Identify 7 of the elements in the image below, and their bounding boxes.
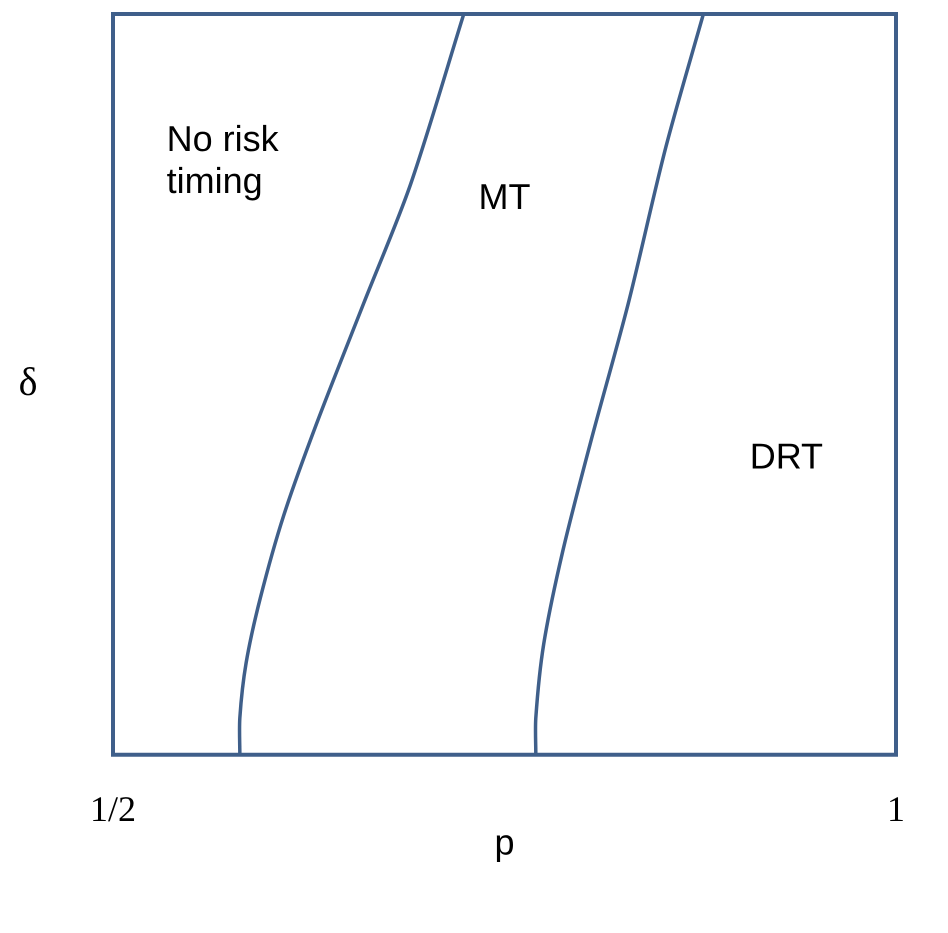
x-tick-label: 1/2	[90, 788, 136, 829]
y-axis-title: δ	[18, 358, 38, 404]
x-tick-label: 1	[887, 788, 905, 829]
annotation: MT	[478, 176, 530, 218]
annotation: DRT	[750, 435, 824, 476]
annotation: No risk timing	[166, 118, 280, 202]
x-axis-title: p	[494, 822, 515, 863]
